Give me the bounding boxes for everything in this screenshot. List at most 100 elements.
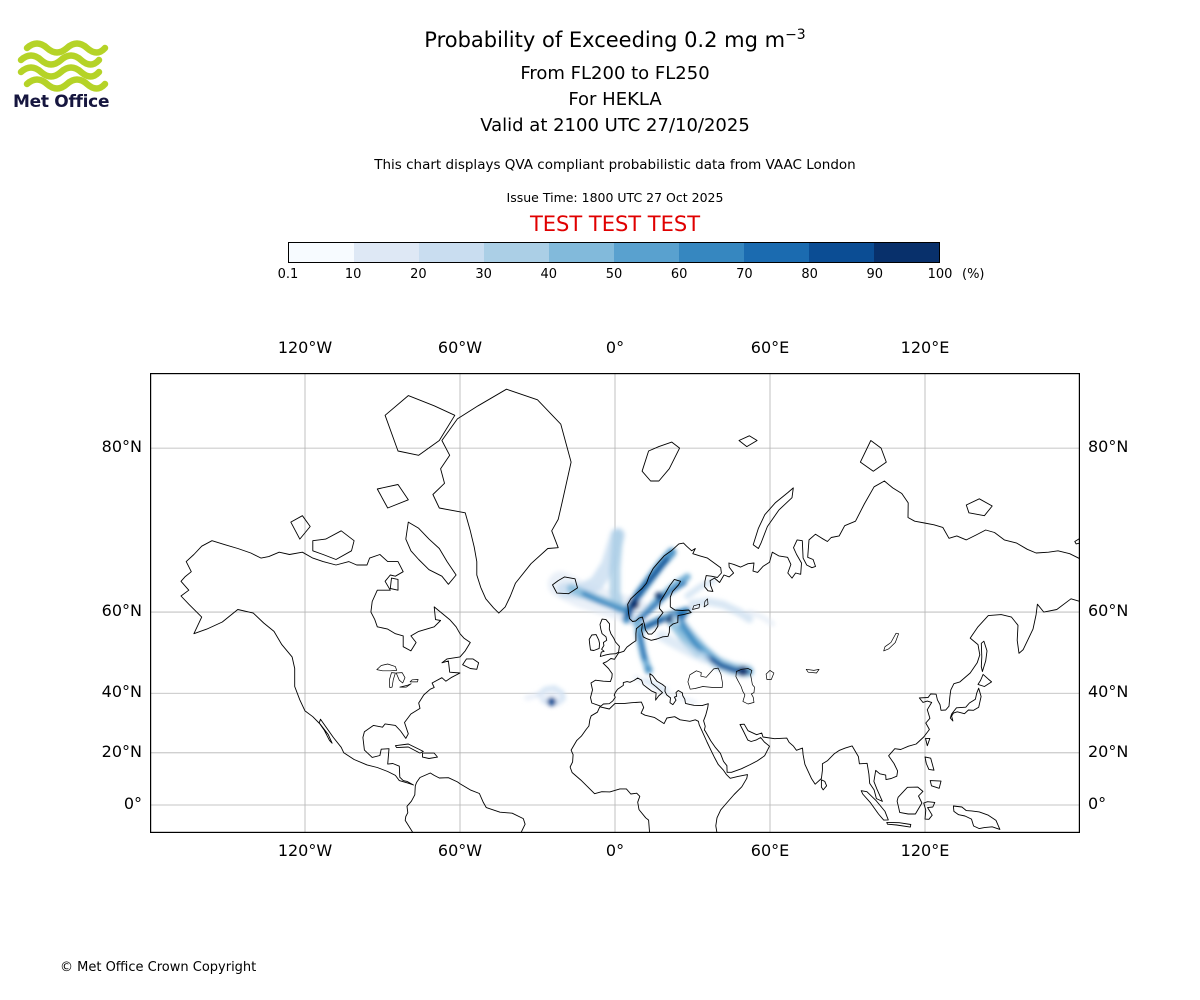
map-area <box>150 373 1081 841</box>
coastline <box>977 673 993 687</box>
test-banner: TEST TEST TEST <box>529 212 701 236</box>
ash-probability-plumes <box>524 527 776 707</box>
coastline <box>886 821 912 828</box>
longitude-tick-label-top: 60°W <box>437 338 483 357</box>
colorbar-tick-label: 50 <box>605 267 623 282</box>
colorbar-segment <box>419 243 484 262</box>
graticule <box>150 373 1080 833</box>
lake-outline <box>765 670 775 680</box>
plume-filament <box>656 630 711 664</box>
coastline <box>394 743 424 754</box>
chart-title: Probability of Exceeding 0.2 mg m−3 <box>150 27 1080 52</box>
chart-title-exponent: −3 <box>785 27 806 43</box>
colorbar-segment <box>484 243 549 262</box>
logo-wave-icon <box>23 76 109 92</box>
coastline <box>820 779 828 791</box>
latitude-tick-label-left: 60°N <box>101 601 142 621</box>
colorbar-tick-label: 100 <box>927 267 953 282</box>
latitude-tick-label-left: 20°N <box>101 741 142 761</box>
plume-filament <box>684 577 717 599</box>
map-border <box>150 373 1080 833</box>
subtitle-flight-levels: From FL200 to FL250 <box>520 63 710 84</box>
logo-wave-icon <box>17 64 103 80</box>
colorbar-tick-label: 20 <box>410 267 427 282</box>
latitude-tick-label-left: 40°N <box>101 682 142 702</box>
plume-filament <box>644 677 669 692</box>
colorbar-segment <box>614 243 679 262</box>
longitude-tick-label-bottom: 60°W <box>437 841 483 860</box>
lake-outline <box>395 672 406 684</box>
coastline <box>923 801 936 820</box>
colorbar-unit-label: (%) <box>962 267 985 282</box>
plume-core <box>644 666 653 675</box>
lake-outline <box>376 663 398 672</box>
coastline <box>389 577 399 591</box>
coastline <box>980 640 988 672</box>
coastline <box>404 772 526 841</box>
plume-core <box>665 616 673 624</box>
coastline <box>552 576 578 595</box>
lake-outline <box>389 672 396 688</box>
latitude-tick-label-right: 40°N <box>1088 682 1129 702</box>
colorbar-tick-labels: 0.1 10 20 30 40 50 60 70 80 90 100 <box>278 267 953 285</box>
subtitle-volcano: For HEKLA <box>568 89 662 110</box>
plume-filament <box>637 632 647 661</box>
plume-filament <box>688 597 754 624</box>
colorbar-tick-label: 60 <box>670 267 688 282</box>
longitude-tick-label-top: 120°E <box>900 338 950 357</box>
chart-title-main: Probability of Exceeding 0.2 mg m <box>424 28 786 52</box>
plume-core <box>737 666 748 677</box>
plume-core <box>629 599 640 610</box>
coastline <box>925 737 931 747</box>
coastline <box>590 480 1081 802</box>
colorbar-tick-label: 40 <box>540 267 558 282</box>
probability-colorbar <box>288 242 940 263</box>
latitude-tick-label-right: 80°N <box>1088 437 1129 457</box>
coastline <box>949 687 982 722</box>
coastline <box>422 752 438 759</box>
plume-filament <box>524 691 544 701</box>
coastline <box>859 440 887 472</box>
logo-wave-icon <box>17 52 103 68</box>
longitude-tick-label-bottom: 120°W <box>277 841 333 860</box>
coastline <box>965 498 993 517</box>
colorbar-segment <box>354 243 419 262</box>
longitude-tick-label-top: 120°W <box>277 338 333 357</box>
latitude-tick-label-right: 60°N <box>1088 601 1129 621</box>
coastline <box>312 530 355 560</box>
latitude-tick-label-right: 20°N <box>1088 741 1129 761</box>
lake-outline <box>687 667 723 690</box>
latitude-tick-label-right: 0° <box>1088 794 1107 813</box>
coastline <box>896 786 924 815</box>
latitude-tick-label-left: 0° <box>123 794 142 813</box>
lake-outline <box>735 668 755 705</box>
colorbar-segment <box>809 243 874 262</box>
coastline <box>180 540 471 786</box>
coastline <box>952 805 1001 830</box>
longitude-tick-label-bottom: 0° <box>605 841 625 860</box>
coastline <box>384 395 456 456</box>
colorbar-segment <box>744 243 809 262</box>
logo-wave-icon <box>23 40 109 56</box>
plume-core <box>654 591 663 600</box>
lake-outline <box>399 683 412 688</box>
lake-outline <box>805 668 820 674</box>
lake-outline <box>883 632 899 652</box>
longitude-tick-label-bottom: 60°E <box>750 841 790 860</box>
coastlines <box>180 388 1081 841</box>
colorbar-segment <box>679 243 744 262</box>
longitude-tick-label-top: 0° <box>605 338 625 357</box>
coastline <box>599 618 620 657</box>
colorbar-segment <box>874 243 939 262</box>
met-office-logo-text: Met Office <box>13 92 110 112</box>
colorbar-tick-label: 10 <box>344 267 362 282</box>
coastline <box>290 515 311 540</box>
colorbar-tick-label: 70 <box>736 267 753 282</box>
plume-filament <box>609 529 625 614</box>
plume-filament <box>674 609 703 653</box>
colorbar-segment <box>549 243 614 262</box>
coastline <box>588 634 600 651</box>
colorbar-tick-label: 80 <box>801 267 818 282</box>
coastline <box>376 484 409 509</box>
